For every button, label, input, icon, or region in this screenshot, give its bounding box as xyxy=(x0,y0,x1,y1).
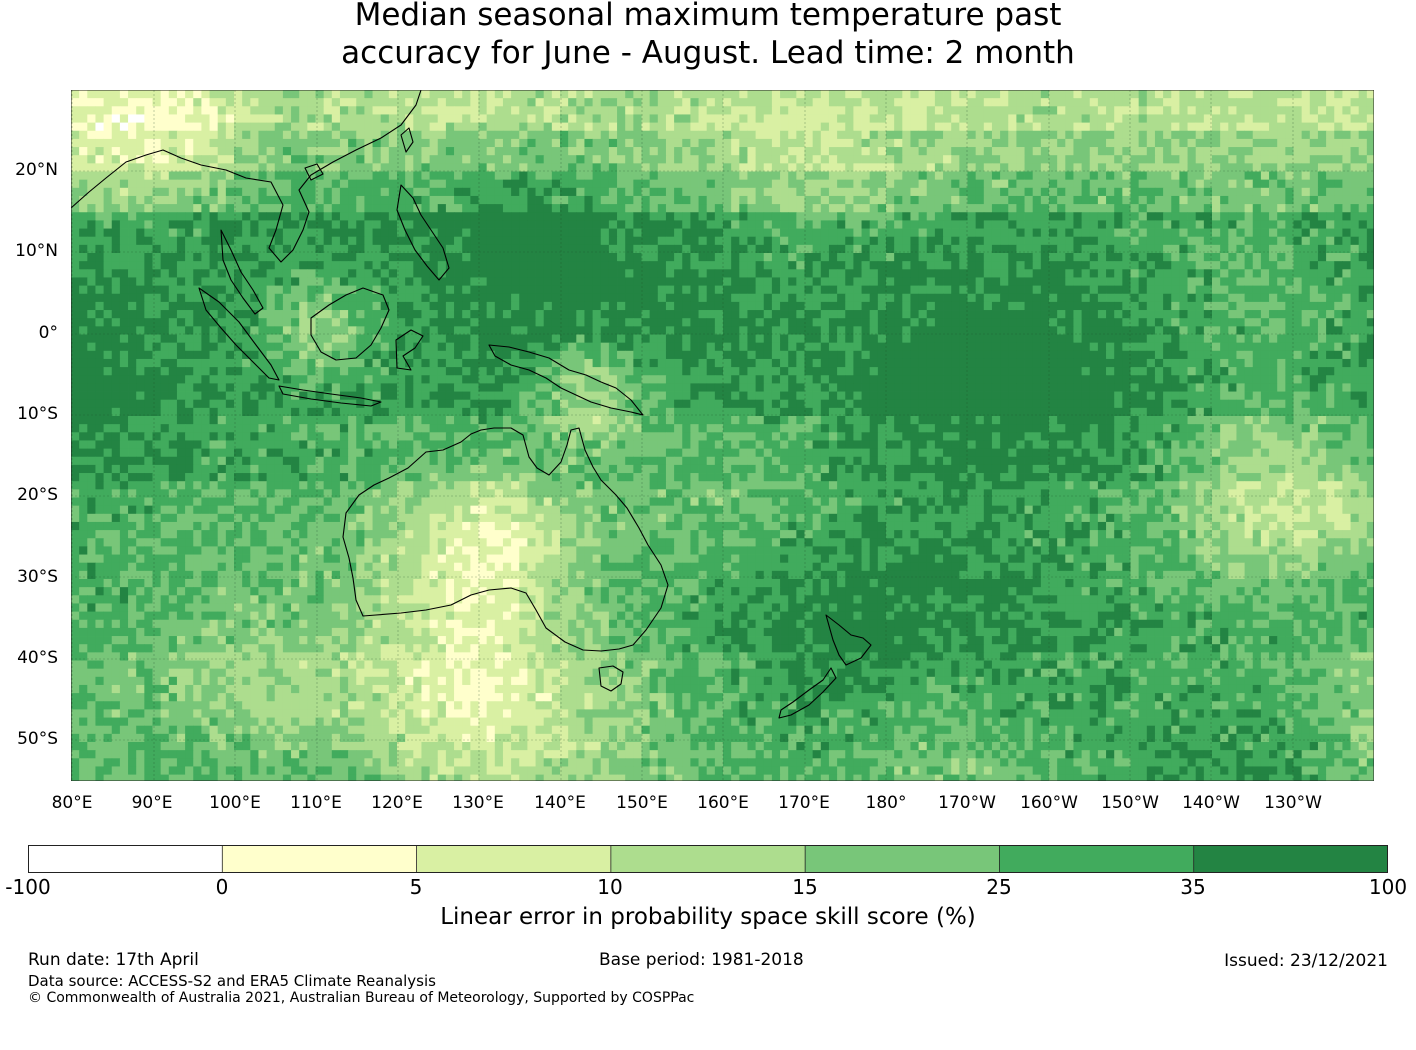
lon-label: 170°E xyxy=(778,793,830,813)
colorbar-tick: 25 xyxy=(986,875,1012,899)
lon-label: 140°E xyxy=(534,793,586,813)
philippines-coastline xyxy=(396,184,450,281)
lat-label: 40°S xyxy=(17,648,58,668)
lat-label: 20°S xyxy=(17,485,58,505)
taiwan-coastline xyxy=(400,127,414,153)
lon-label: 160°W xyxy=(1020,793,1078,813)
lon-label: 90°E xyxy=(131,793,173,813)
lat-label: 30°S xyxy=(17,567,58,587)
mainland-asia-coastline xyxy=(71,90,422,263)
colorbar-label: Linear error in probability space skill … xyxy=(440,904,976,930)
java-coastline xyxy=(278,385,382,407)
lat-label: 20°N xyxy=(15,160,58,180)
colorbar-segment xyxy=(416,845,612,873)
lat-label: 0° xyxy=(38,323,58,343)
colorbar-segment xyxy=(804,845,1001,873)
skill-grid xyxy=(71,90,1374,781)
issued-date: Issued: 23/12/2021 xyxy=(1224,951,1388,971)
lon-label: 120°E xyxy=(371,793,423,813)
lat-label: 10°S xyxy=(17,404,58,424)
colorbar-tick: 15 xyxy=(792,875,818,899)
copyright: © Commonwealth of Australia 2021, Austra… xyxy=(28,990,695,1006)
colorbar-tick: 0 xyxy=(215,875,229,899)
colorbar-segment xyxy=(28,845,224,873)
australia-coastline xyxy=(342,427,669,652)
data-source: Data source: ACCESS-S2 and ERA5 Climate … xyxy=(28,972,436,990)
lat-label: 50°S xyxy=(17,729,58,749)
colorbar-tick: 100 xyxy=(1368,875,1408,899)
hainan-coastline xyxy=(304,163,324,181)
lon-label: 180° xyxy=(865,793,907,813)
tasmania-coastline xyxy=(598,665,624,692)
new-guinea-coastline xyxy=(488,344,644,416)
colorbar-tick: 5 xyxy=(409,875,423,899)
lon-label: 110°E xyxy=(290,793,342,813)
lon-label: 150°W xyxy=(1101,793,1159,813)
run-date: Run date: 17th April xyxy=(28,950,199,970)
sumatra-coastline xyxy=(198,287,280,381)
lon-label: 140°W xyxy=(1182,793,1240,813)
lon-label: 170°W xyxy=(938,793,996,813)
lon-label: 130°E xyxy=(452,793,504,813)
colorbar-segment xyxy=(1193,845,1388,873)
borneo-coastline xyxy=(310,287,390,361)
lon-label: 80°E xyxy=(51,793,93,813)
base-period: Base period: 1981-2018 xyxy=(599,950,804,970)
colorbar-tick: 35 xyxy=(1180,875,1206,899)
sulawesi-coastline xyxy=(395,329,424,371)
map-title: Median seasonal maximum temperature past… xyxy=(0,0,1416,72)
colorbar-segment xyxy=(610,845,807,873)
lon-label: 150°E xyxy=(616,793,668,813)
colorbar-segment xyxy=(999,845,1195,873)
lon-label: 160°E xyxy=(697,793,749,813)
colorbar xyxy=(28,845,1388,873)
new-zealand-north-coastline xyxy=(825,614,872,666)
title-line-2: accuracy for June - August. Lead time: 2… xyxy=(341,35,1075,71)
colorbar-tick: 10 xyxy=(597,875,623,899)
title-line-1: Median seasonal maximum temperature past xyxy=(354,0,1062,33)
graticule xyxy=(71,90,1374,781)
malay-peninsula-coastline xyxy=(220,229,264,315)
lon-label: 130°W xyxy=(1264,793,1322,813)
skill-score-map xyxy=(71,90,1374,781)
lat-label: 10°N xyxy=(15,241,58,261)
colorbar-tick: -100 xyxy=(5,875,51,899)
lon-label: 100°E xyxy=(209,793,261,813)
colorbar-segment xyxy=(221,845,418,873)
new-zealand-south-coastline xyxy=(778,667,837,719)
coastlines xyxy=(71,90,872,719)
